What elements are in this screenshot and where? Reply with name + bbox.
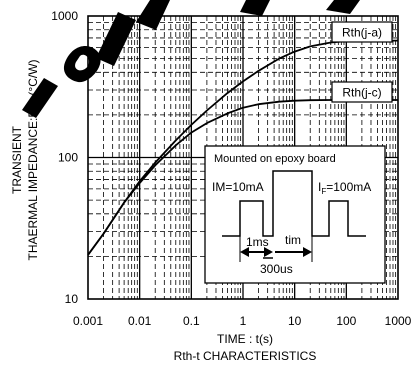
y-axis-title-line1: TRANSIENT: [10, 125, 24, 194]
inset-label-tim: tim: [285, 233, 301, 247]
watermark-stroke: [240, 0, 270, 16]
plot-frame: [87, 15, 399, 300]
watermark-stroke: [326, 0, 360, 14]
plot-area-frame: [87, 15, 399, 300]
series-label: Rth(j-a): [342, 26, 382, 40]
y-tick-label: 10: [65, 292, 79, 306]
inset-label-300us: 300us: [260, 262, 293, 276]
watermark: [22, 0, 360, 118]
inset-title: Mounted on epoxy board: [214, 153, 336, 165]
inset-waveform: [222, 170, 366, 237]
x-tick-label: 0.01: [128, 314, 152, 328]
watermark-stroke: [22, 78, 58, 118]
watermark-stroke: [136, 0, 170, 30]
inset-arrow-1ms-head-l: [240, 247, 249, 257]
inset-arrow-tim-head-r: [303, 247, 312, 257]
series-label-box: [331, 81, 393, 103]
x-axis-title: TIME : t(s): [217, 332, 273, 346]
series-label: Rth(j-c): [342, 86, 381, 100]
x-tick-label: 0.1: [183, 314, 200, 328]
x-tick-label: 100: [336, 314, 356, 328]
inset-if-label: IF=100mA: [318, 180, 371, 196]
watermark-stroke: [63, 46, 101, 83]
inset-im-label: IM=10mA: [212, 180, 264, 194]
x-tick-label: 0.001: [73, 314, 103, 328]
inset-label-1ms: 1ms: [246, 235, 269, 249]
inset-frame: [204, 145, 386, 284]
watermark-stroke: [96, 12, 136, 66]
x-tick-label: 1: [240, 314, 247, 328]
inset-arrow-1ms-head-r: [264, 247, 273, 257]
x-tick-label: 1000: [385, 314, 412, 328]
series-label-box: [331, 21, 393, 43]
inset-box: Mounted on epoxy board IM=10mA IF=100mA …: [204, 145, 386, 284]
chart-subtitle: Rth-t CHARACTERISTICS: [174, 349, 317, 363]
x-tick-label: 10: [288, 314, 302, 328]
y-tick-label: 1000: [51, 9, 78, 23]
y-tick-label: 100: [58, 151, 78, 165]
